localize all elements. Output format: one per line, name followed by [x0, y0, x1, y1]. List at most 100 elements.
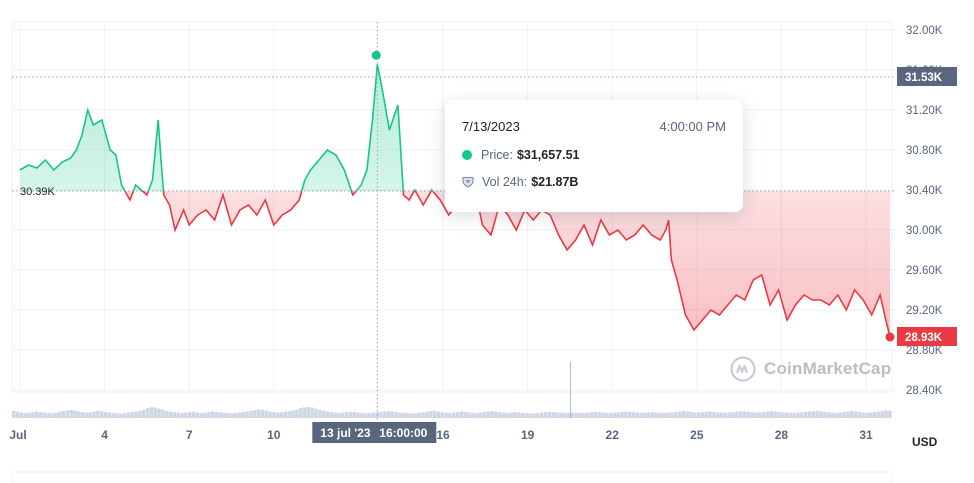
- volume-bar: [865, 412, 869, 418]
- hover-point-marker: [371, 50, 381, 60]
- y-tick-label: 30.80K: [906, 145, 943, 157]
- y-tick-label: 32.00K: [906, 25, 943, 37]
- volume-bar: [398, 412, 402, 418]
- volume-bar: [505, 412, 510, 418]
- volume-bar: [69, 409, 73, 418]
- volume-bar: [643, 412, 647, 418]
- volume-bar: [543, 412, 548, 418]
- volume-bar: [471, 412, 475, 418]
- plot-frame: [11, 21, 893, 393]
- x-tick-label: 16: [436, 428, 450, 442]
- volume-bar: [746, 411, 751, 418]
- volume-bar: [122, 413, 127, 418]
- price-line-up: [19, 64, 477, 191]
- volume-bar: [302, 407, 307, 418]
- volume-bar: [306, 406, 311, 418]
- volume-bar: [138, 410, 142, 418]
- volume-bar: [448, 412, 452, 418]
- volume-bar: [585, 412, 590, 418]
- volume-bar: [861, 412, 865, 418]
- y-tick-label: 28.80K: [906, 345, 943, 357]
- y-tick-label: 30.40K: [906, 185, 943, 197]
- tooltip-price-row: Price: $31,657.51: [462, 148, 580, 162]
- volume-bar: [207, 412, 211, 418]
- volume-bar: [203, 412, 207, 418]
- crosshair-time-label: 16:00:00: [379, 426, 427, 440]
- volume-bar: [658, 412, 663, 418]
- volume-bar: [115, 413, 119, 418]
- volume-bar: [773, 411, 777, 418]
- volume-bar: [333, 412, 337, 418]
- volume-bar: [582, 412, 586, 418]
- volume-bar: [750, 412, 754, 418]
- volume-bar: [287, 411, 291, 418]
- volume-bar: [494, 411, 498, 418]
- volume-bar: [38, 412, 43, 418]
- volume-bar: [100, 411, 104, 418]
- volume-bar: [608, 412, 613, 418]
- volume-bar: [226, 412, 230, 418]
- volume-bar: [765, 411, 770, 418]
- guide-lines: 30.39K: [12, 22, 896, 424]
- volume-bar: [325, 411, 330, 418]
- price-line-down: [123, 191, 891, 338]
- volume-bar: [65, 410, 70, 418]
- volume-bar: [738, 411, 743, 418]
- y-axis: 32.00K31.60K31.20K30.80K30.40K30.00K29.6…: [897, 25, 957, 397]
- watermark-text: CoinMarketCap: [764, 359, 892, 378]
- volume-bar: [367, 412, 372, 418]
- volume-bar: [92, 411, 96, 418]
- volume-bar: [383, 411, 387, 418]
- volume-bar: [237, 412, 242, 418]
- price-area-up: [20, 64, 890, 191]
- volume-bar: [134, 411, 138, 418]
- volume-bar: [153, 407, 158, 418]
- volume-bar: [88, 412, 92, 418]
- currency-label: USD: [912, 435, 938, 449]
- volume-bar: [650, 412, 655, 418]
- volume-bar: [329, 412, 334, 418]
- price-area: [20, 64, 890, 337]
- volume-bar: [838, 412, 842, 418]
- volume-bar: [509, 412, 513, 418]
- volume-bar: [834, 412, 839, 418]
- volume-bar: [73, 410, 77, 418]
- volume-bar: [119, 413, 123, 418]
- volume-bars: [12, 362, 892, 418]
- volume-bar: [490, 411, 494, 418]
- volume-bar: [876, 411, 881, 418]
- y-tick-label: 29.20K: [906, 305, 943, 317]
- tooltip-date: 7/13/2023: [462, 119, 520, 134]
- volume-bar: [409, 413, 414, 418]
- volume-bar: [784, 412, 789, 418]
- volume-bar: [677, 411, 682, 418]
- x-tick-label: 4: [101, 428, 108, 442]
- volume-bar: [804, 411, 808, 418]
- volume-bar: [130, 412, 135, 418]
- volume-bar: [761, 412, 766, 418]
- volume-bar: [341, 412, 345, 418]
- volume-bar: [50, 413, 54, 418]
- volume-bar: [348, 411, 353, 418]
- volume-bar: [386, 411, 391, 418]
- volume-bar: [463, 411, 467, 418]
- volume-bar: [880, 411, 884, 418]
- volume-bar: [700, 412, 705, 418]
- volume-bar: [605, 412, 609, 418]
- volume-bar: [107, 412, 112, 418]
- x-tick-label: 10: [267, 428, 281, 442]
- volume-bar: [597, 412, 601, 418]
- volume-bar: [869, 412, 873, 418]
- volume-bar: [792, 412, 796, 418]
- x-tick-label: 19: [521, 428, 535, 442]
- volume-bar: [260, 409, 265, 418]
- price-dot-icon: [462, 150, 472, 160]
- volume-bar: [241, 412, 246, 418]
- volume-bar: [413, 413, 418, 418]
- volume-bar: [559, 412, 563, 418]
- y-tick-label: 31.20K: [906, 105, 943, 117]
- volume-bar: [524, 413, 529, 418]
- crosshair-date-box: [312, 422, 437, 443]
- volume-bar: [145, 408, 150, 418]
